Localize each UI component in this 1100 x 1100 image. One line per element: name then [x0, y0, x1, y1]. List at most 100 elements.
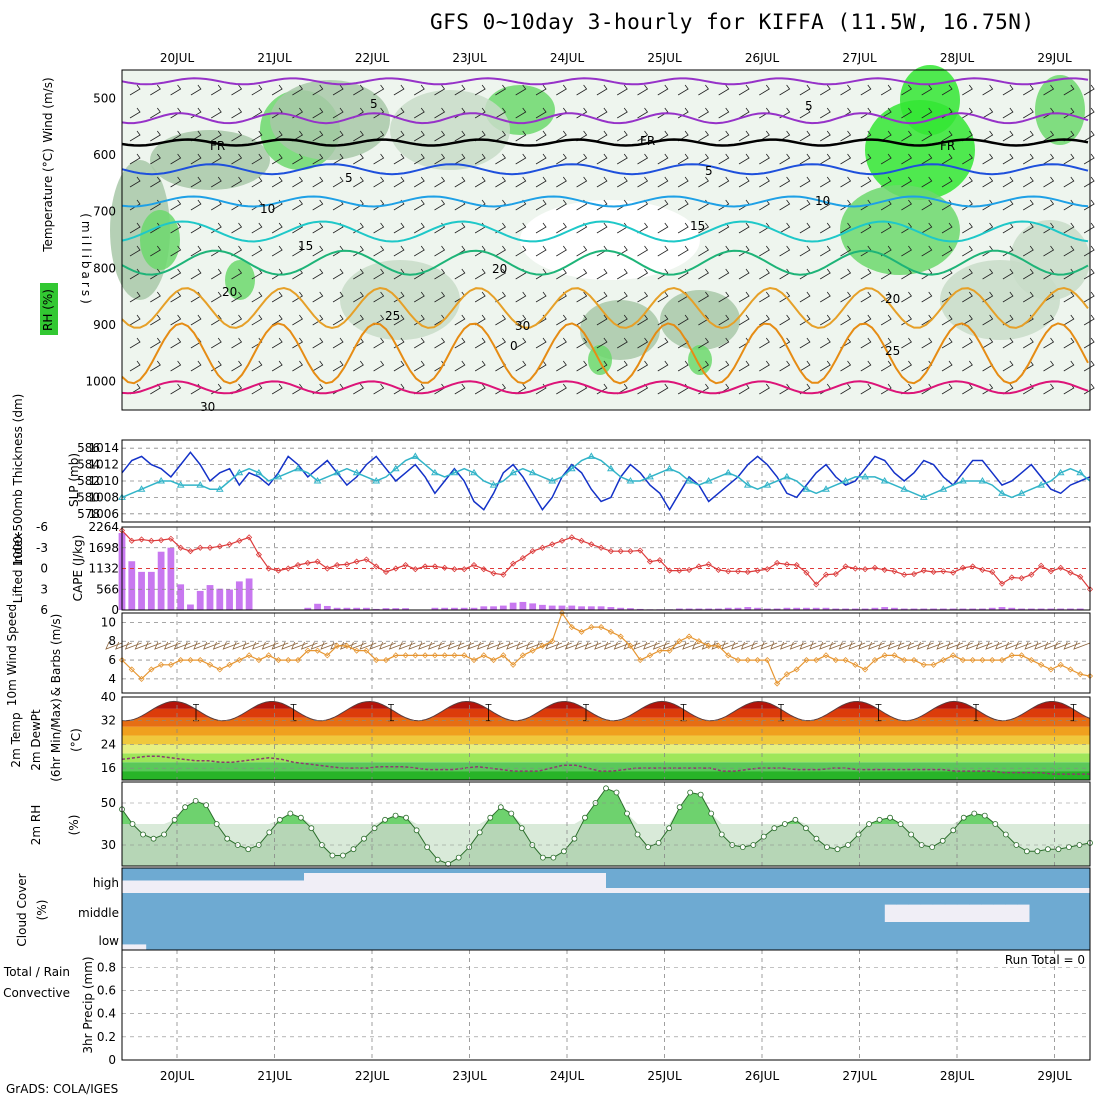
cloud-cell [436, 868, 450, 873]
cloud-cell [763, 922, 776, 950]
lifted-index-point [950, 569, 957, 576]
wind-barb [698, 176, 709, 188]
wind-barb [1002, 107, 1014, 119]
wind-label: Wind (m/s) [41, 77, 55, 142]
cloud-cell [170, 868, 183, 881]
wind-barb [1002, 222, 1014, 234]
wind-barb [535, 268, 547, 280]
wind-barb [556, 383, 567, 395]
temp-bands [122, 701, 1090, 780]
wind-barb [637, 291, 649, 303]
wind-barb [1063, 291, 1075, 303]
cape-bar [138, 571, 145, 610]
wind-speed-point [148, 666, 155, 673]
lifted-index-point [940, 568, 947, 575]
wind-barb [150, 176, 161, 188]
wind-barb [251, 84, 263, 96]
wind-barb [454, 176, 466, 188]
temp-band [122, 708, 1090, 718]
wind-barb-10m [848, 641, 866, 650]
wind-barb [698, 130, 709, 142]
wind-barb [251, 245, 263, 257]
cloud-cell [1053, 893, 1067, 922]
wind-barb [1002, 245, 1014, 257]
rh2m-point [824, 844, 830, 850]
wind-barb-10m [525, 641, 543, 650]
wind-barb [596, 107, 608, 119]
wind-barb-10m [388, 641, 406, 650]
wind-barb [210, 107, 222, 119]
rh-blob-9 [660, 290, 740, 350]
rh-blob-6 [1035, 75, 1085, 145]
wind-barb [434, 245, 446, 257]
wind-speed-point [294, 656, 302, 664]
wind-barb [373, 291, 385, 303]
isotherm-minus5 [121, 112, 1089, 125]
cloud-cell [690, 868, 704, 888]
wind-barb [1043, 84, 1055, 96]
cloud-cell [956, 922, 970, 950]
lifted-index-point [754, 567, 761, 574]
rh2m-point [403, 814, 409, 821]
thickness-point [1076, 468, 1085, 476]
rh2m-point [950, 827, 957, 834]
rh2m-point [340, 852, 346, 859]
wind-barb [556, 360, 567, 372]
wind-barb [495, 84, 506, 96]
thickness-point [352, 468, 361, 476]
wind-barb [637, 130, 649, 142]
wind-barb [454, 222, 466, 234]
wind-barb [1063, 245, 1075, 257]
wind-barb [353, 199, 364, 211]
wind-barb-10m [173, 641, 191, 650]
cloud-cell [255, 922, 268, 950]
wind-barb [880, 130, 892, 142]
wind-barb-10m [1034, 641, 1052, 650]
wind-barb-10m [300, 641, 318, 650]
wind-barb [779, 222, 791, 234]
cloud-cell [642, 868, 655, 888]
wind-barb [759, 176, 770, 188]
wind-speed-point [783, 671, 790, 678]
rh2m-point [297, 814, 304, 821]
lifted-index-point [686, 566, 693, 573]
wind-barb [759, 107, 770, 119]
wind-barb [353, 360, 364, 372]
rh2m-area-high [122, 788, 996, 824]
thickness-point [763, 481, 772, 488]
cape-bar [1076, 608, 1084, 610]
rh2m-point [992, 821, 999, 827]
wind-barb [637, 222, 649, 234]
cape-bar [1037, 608, 1045, 610]
wind-barb [556, 84, 567, 96]
cape-bar [431, 607, 439, 610]
cloud-unit-label: (%) [35, 900, 49, 921]
wind-barb [637, 84, 649, 96]
wind-barb [474, 268, 486, 280]
cloud-cell [351, 893, 365, 922]
cloud-cell [291, 922, 304, 950]
cloud-cell [327, 922, 341, 950]
wind-barb [556, 107, 567, 119]
cloud-cell [702, 868, 716, 888]
wind-barb [1063, 153, 1075, 165]
wind-barb [637, 337, 649, 349]
lifted-index-point [226, 541, 233, 548]
wind-barb [129, 107, 141, 119]
wind-speed-point [324, 652, 331, 659]
cape-bar [460, 607, 468, 610]
rh2m-point [245, 846, 252, 853]
wind-barb-10m [359, 641, 377, 650]
wind-speed-point [334, 642, 341, 650]
rh-blob-14 [270, 80, 390, 160]
cape-bar [773, 608, 781, 610]
wind-barb [962, 176, 973, 188]
cloud-cell [315, 893, 329, 922]
wind-barb [921, 291, 933, 303]
wind-barb [312, 84, 324, 96]
wind-speed-point [236, 656, 243, 664]
cloud-cell [787, 922, 801, 950]
cloud-cell [339, 893, 353, 922]
wind-barb [393, 314, 405, 326]
wind-barb [860, 268, 872, 280]
